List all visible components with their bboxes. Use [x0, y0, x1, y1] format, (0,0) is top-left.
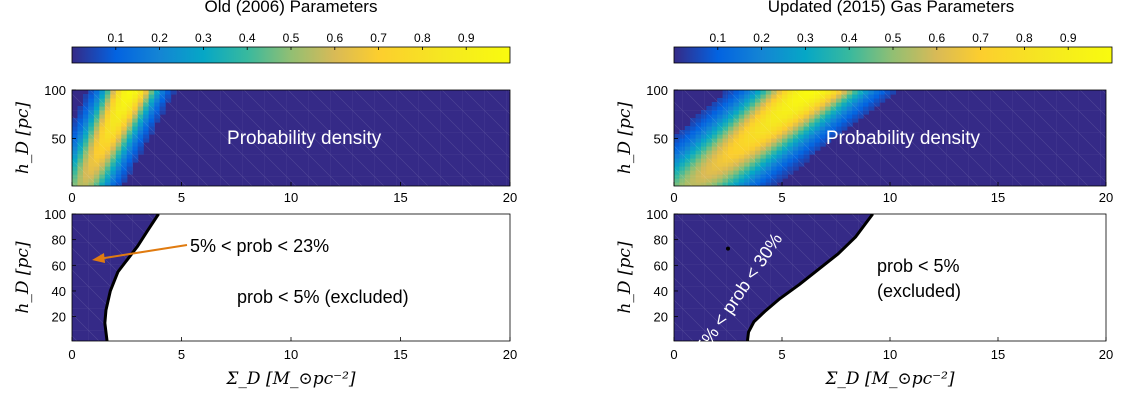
mesh-overlay: [674, 90, 1106, 186]
probability-density-label: Probability density: [227, 128, 382, 149]
bottom-ylabel: h_D [pc]: [13, 241, 33, 314]
bottom-xtick-label: 20: [503, 347, 517, 362]
chart-title: Old (2006) Parameters: [205, 0, 378, 16]
bottom-ytick-label: 40: [654, 284, 668, 299]
top-xtick-label: 15: [393, 190, 407, 205]
bottom-xtick-label: 15: [991, 347, 1005, 362]
colorbar-tick-label: 0.5: [283, 31, 300, 45]
bottom-ytick-label: 60: [52, 258, 66, 273]
probability-density-label: Probability density: [826, 128, 981, 149]
boundary-curve: [103, 214, 160, 341]
top-xtick-label: 0: [68, 190, 75, 205]
colorbar-tick-label: 0.9: [458, 31, 475, 45]
bottom-ytick-label: 40: [52, 284, 66, 299]
top-xtick-label: 20: [503, 190, 517, 205]
mesh-overlay: [72, 90, 510, 186]
annotation-arrow: [99, 244, 188, 260]
excluded-label: prob < 5% (excluded): [237, 287, 409, 307]
top-xtick-label: 15: [991, 190, 1005, 205]
bottom-ytick-label: 80: [52, 233, 66, 248]
top-xtick-label: 0: [670, 190, 677, 205]
bottom-ytick-label: 80: [654, 233, 668, 248]
marker-point: [726, 246, 730, 251]
top-xtick-label: 5: [178, 190, 185, 205]
colorbar-tick-label: 0.7: [972, 31, 989, 45]
bottom-ytick-label: 20: [52, 310, 66, 325]
region-plot: [674, 214, 874, 341]
excluded-label-2: (excluded): [877, 281, 961, 301]
bottom-xtick-label: 10: [883, 347, 897, 362]
bottom-ytick-label: 20: [654, 310, 668, 325]
colorbar-tick-label: 0.4: [841, 31, 858, 45]
bottom-xtick-label: 10: [284, 347, 298, 362]
colorbar-tick-label: 0.6: [326, 31, 343, 45]
colorbar-tick-label: 0.4: [239, 31, 256, 45]
bottom-xtick-label: 5: [178, 347, 185, 362]
heatmap-top: [72, 90, 510, 186]
colorbar-tick-label: 0.8: [1016, 31, 1033, 45]
included-label: 5% < prob < 23%: [190, 236, 329, 256]
colorbar-tick-label: 0.8: [414, 31, 431, 45]
colorbar-tick-label: 0.3: [195, 31, 212, 45]
bottom-ytick-label: 60: [654, 258, 668, 273]
colorbar-tick-label: 0.5: [885, 31, 902, 45]
top-ytick-label: 100: [44, 83, 66, 98]
colorbar-tick-label: 0.1: [709, 31, 726, 45]
colorbar-tick-label: 0.2: [753, 31, 770, 45]
bottom-xlabel: Σ_D [M_⊙pc⁻²]: [824, 369, 955, 389]
top-ytick-label: 50: [52, 131, 66, 146]
chart-title: Updated (2015) Gas Parameters: [768, 0, 1015, 16]
heatmap-top: [674, 90, 1106, 186]
bottom-xtick-label: 0: [670, 347, 677, 362]
arrow-head: [92, 253, 105, 263]
top-xtick-label: 5: [778, 190, 785, 205]
bottom-xtick-label: 20: [1099, 347, 1113, 362]
colorbar-tick-label: 0.9: [1060, 31, 1077, 45]
included-region-mesh: [674, 214, 873, 341]
colorbar-tick-label: 0.6: [928, 31, 945, 45]
top-xtick-label: 10: [284, 190, 298, 205]
top-xtick-label: 20: [1099, 190, 1113, 205]
top-xtick-label: 10: [883, 190, 897, 205]
panel-right: Updated (2015) Gas Parameters 0.1 0.2 0.3 0.…: [615, 0, 1113, 389]
bottom-xtick-label: 0: [68, 347, 75, 362]
boundary-curve: [745, 214, 874, 341]
colorbar-tick-label: 0.1: [107, 31, 124, 45]
top-ytick-label: 100: [646, 83, 668, 98]
top-ytick-label: 50: [654, 131, 668, 146]
bottom-ytick-label: 100: [646, 207, 668, 222]
bottom-xlabel: Σ_D [M_⊙pc⁻²]: [225, 369, 356, 389]
panel-left: Old (2006) Parameters 0.1 0.2 0.3 0.4 0.5 0.6 0…: [13, 0, 517, 389]
colorbar-tick-label: 0.2: [151, 31, 168, 45]
bottom-xtick-label: 5: [778, 347, 785, 362]
colorbar-tick-label: 0.7: [370, 31, 387, 45]
region-plot: [72, 214, 160, 341]
bottom-ytick-label: 100: [44, 207, 66, 222]
excluded-label: prob < 5%: [877, 256, 960, 276]
bottom-xtick-label: 15: [393, 347, 407, 362]
top-ylabel: h_D [pc]: [13, 102, 33, 175]
colorbar-tick-label: 0.3: [797, 31, 814, 45]
top-ylabel: h_D [pc]: [615, 102, 635, 175]
bottom-ylabel: h_D [pc]: [615, 241, 635, 314]
